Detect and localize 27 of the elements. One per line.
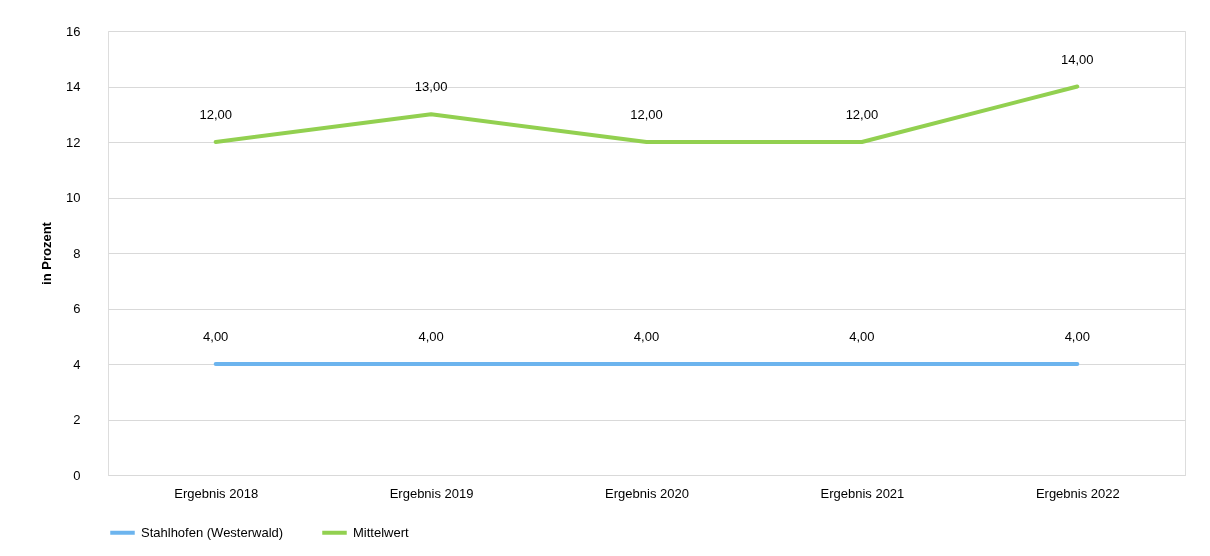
data-label: 14,00 xyxy=(1061,51,1094,67)
legend-label: Mittelwert xyxy=(353,524,410,540)
y-tick-label: 16 xyxy=(66,23,81,39)
y-tick-label: 4 xyxy=(73,356,81,372)
y-tick-label: 8 xyxy=(73,245,81,261)
data-label: 4,00 xyxy=(1064,329,1090,344)
x-tick-label: Ergebnis 2022 xyxy=(1035,485,1120,501)
y-tick-label: 0 xyxy=(73,467,81,483)
legend-label: Stahlhofen (Westerwald) xyxy=(141,524,284,540)
data-label: 4,00 xyxy=(418,329,444,344)
x-tick-label: Ergebnis 2019 xyxy=(389,485,474,501)
y-tick-label: 14 xyxy=(66,79,81,94)
y-tick-label: 10 xyxy=(66,190,81,205)
data-label: 12,00 xyxy=(199,107,232,122)
data-label: 12,00 xyxy=(630,107,663,122)
y-tick-label: 2 xyxy=(73,412,81,427)
data-label: 13,00 xyxy=(414,79,448,95)
x-tick-label: Ergebnis 2020 xyxy=(605,485,689,501)
data-label: 12,00 xyxy=(845,107,879,122)
y-tick-label: 6 xyxy=(73,301,81,316)
x-tick-label: Ergebnis 2018 xyxy=(174,485,259,501)
data-label: 4,00 xyxy=(633,329,660,344)
y-axis-title: in Prozent xyxy=(39,221,55,285)
y-tick-label: 12 xyxy=(66,134,81,150)
x-tick-label: Ergebnis 2021 xyxy=(820,485,905,501)
data-label: 4,00 xyxy=(849,329,875,344)
data-label: 4,00 xyxy=(203,329,229,344)
